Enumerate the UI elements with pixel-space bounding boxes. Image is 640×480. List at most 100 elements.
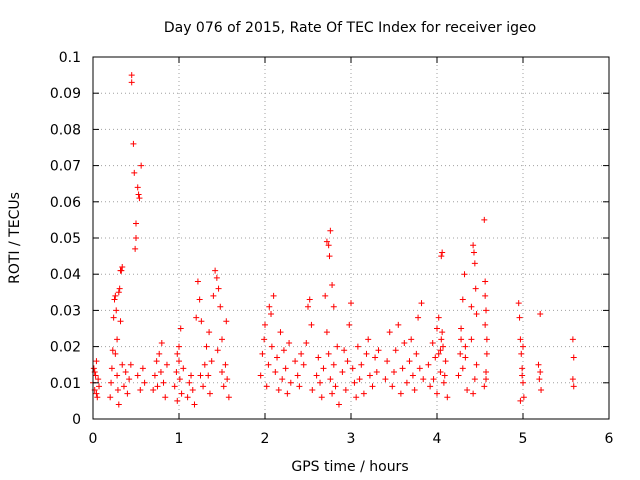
data-point: [277, 329, 284, 336]
data-point: [150, 387, 157, 394]
data-point: [163, 361, 170, 368]
data-point: [519, 372, 526, 379]
data-point: [176, 343, 182, 350]
data-point: [119, 263, 126, 270]
x-tick-label: 2: [261, 431, 270, 447]
data-point: [482, 321, 489, 328]
data-point: [427, 383, 434, 390]
data-point: [133, 220, 139, 227]
data-point: [224, 376, 231, 383]
data-point: [415, 314, 422, 321]
data-point: [570, 354, 577, 361]
data-point: [437, 347, 444, 354]
data-point: [372, 354, 379, 361]
data-point: [483, 336, 490, 343]
data-point: [373, 368, 380, 375]
data-point: [470, 249, 477, 256]
data-point: [459, 296, 466, 303]
data-point: [151, 372, 158, 379]
data-point: [117, 318, 124, 325]
data-point: [326, 253, 333, 260]
data-point: [138, 162, 145, 169]
data-point: [416, 365, 423, 372]
data-point: [325, 350, 332, 357]
data-point: [382, 376, 389, 383]
data-point: [206, 329, 213, 336]
y-tick-label: 0.05: [50, 231, 81, 247]
data-point: [438, 253, 445, 260]
data-point: [309, 387, 316, 394]
data-point: [261, 336, 268, 343]
data-point: [349, 365, 356, 372]
data-point: [184, 394, 191, 401]
data-point: [219, 368, 225, 375]
data-point: [517, 336, 524, 343]
data-point: [139, 365, 146, 372]
y-axis-tick-labels: 0 0.01 0.02 0.03 0.04 0.05 0.06 0.07 0.08 0.09 0.1: [50, 50, 81, 428]
data-point: [214, 347, 221, 354]
data-point: [438, 336, 445, 343]
data-point: [332, 383, 339, 390]
data-point: [439, 249, 446, 256]
data-point: [176, 376, 183, 383]
x-tick-label: 4: [433, 431, 442, 447]
data-point: [197, 372, 204, 379]
data-point: [434, 390, 440, 397]
data-point: [342, 387, 349, 394]
data-point: [330, 303, 337, 310]
data-point: [366, 372, 373, 379]
data-point: [194, 278, 201, 285]
data-point: [313, 372, 320, 379]
data-point: [341, 347, 348, 354]
data-point: [200, 383, 207, 390]
data-point: [262, 321, 268, 328]
data-point: [133, 235, 139, 241]
data-point: [458, 325, 465, 332]
data-point: [517, 397, 524, 404]
data-point: [409, 372, 416, 379]
data-point: [437, 368, 444, 375]
data-point: [215, 285, 222, 292]
data-point: [481, 383, 488, 390]
data-point: [473, 311, 480, 318]
data-point: [115, 401, 122, 408]
data-point: [120, 383, 127, 390]
data-point: [286, 339, 293, 346]
data-point: [257, 372, 264, 379]
data-point: [327, 227, 334, 234]
data-point: [156, 350, 163, 357]
data-point: [275, 387, 282, 394]
data-point: [473, 361, 480, 368]
data-point: [444, 394, 451, 401]
data-point: [280, 347, 287, 354]
data-point: [348, 300, 354, 307]
data-point: [538, 387, 545, 394]
data-point: [339, 368, 346, 375]
x-axis-label: GPS time / hours: [291, 459, 408, 475]
data-point: [137, 387, 144, 394]
data-point: [208, 358, 215, 365]
data-point: [282, 365, 289, 372]
data-point: [389, 383, 396, 390]
data-point: [296, 383, 303, 390]
grid-lines: [93, 57, 609, 419]
data-point: [119, 361, 126, 368]
data-point: [134, 184, 141, 191]
data-point: [516, 314, 523, 321]
data-point: [318, 394, 325, 401]
data-point: [157, 368, 164, 375]
data-point: [468, 336, 475, 343]
data-point: [462, 354, 469, 361]
data-point: [429, 339, 436, 346]
data-point: [303, 339, 310, 346]
data-point: [470, 390, 477, 397]
data-point: [176, 358, 182, 365]
data-point: [435, 314, 442, 321]
data-points: [90, 72, 577, 408]
y-tick-label: 0.04: [50, 267, 81, 283]
data-point: [114, 387, 121, 394]
data-point: [471, 260, 478, 267]
data-point: [134, 372, 141, 379]
data-point: [537, 368, 544, 375]
data-point: [294, 372, 301, 379]
